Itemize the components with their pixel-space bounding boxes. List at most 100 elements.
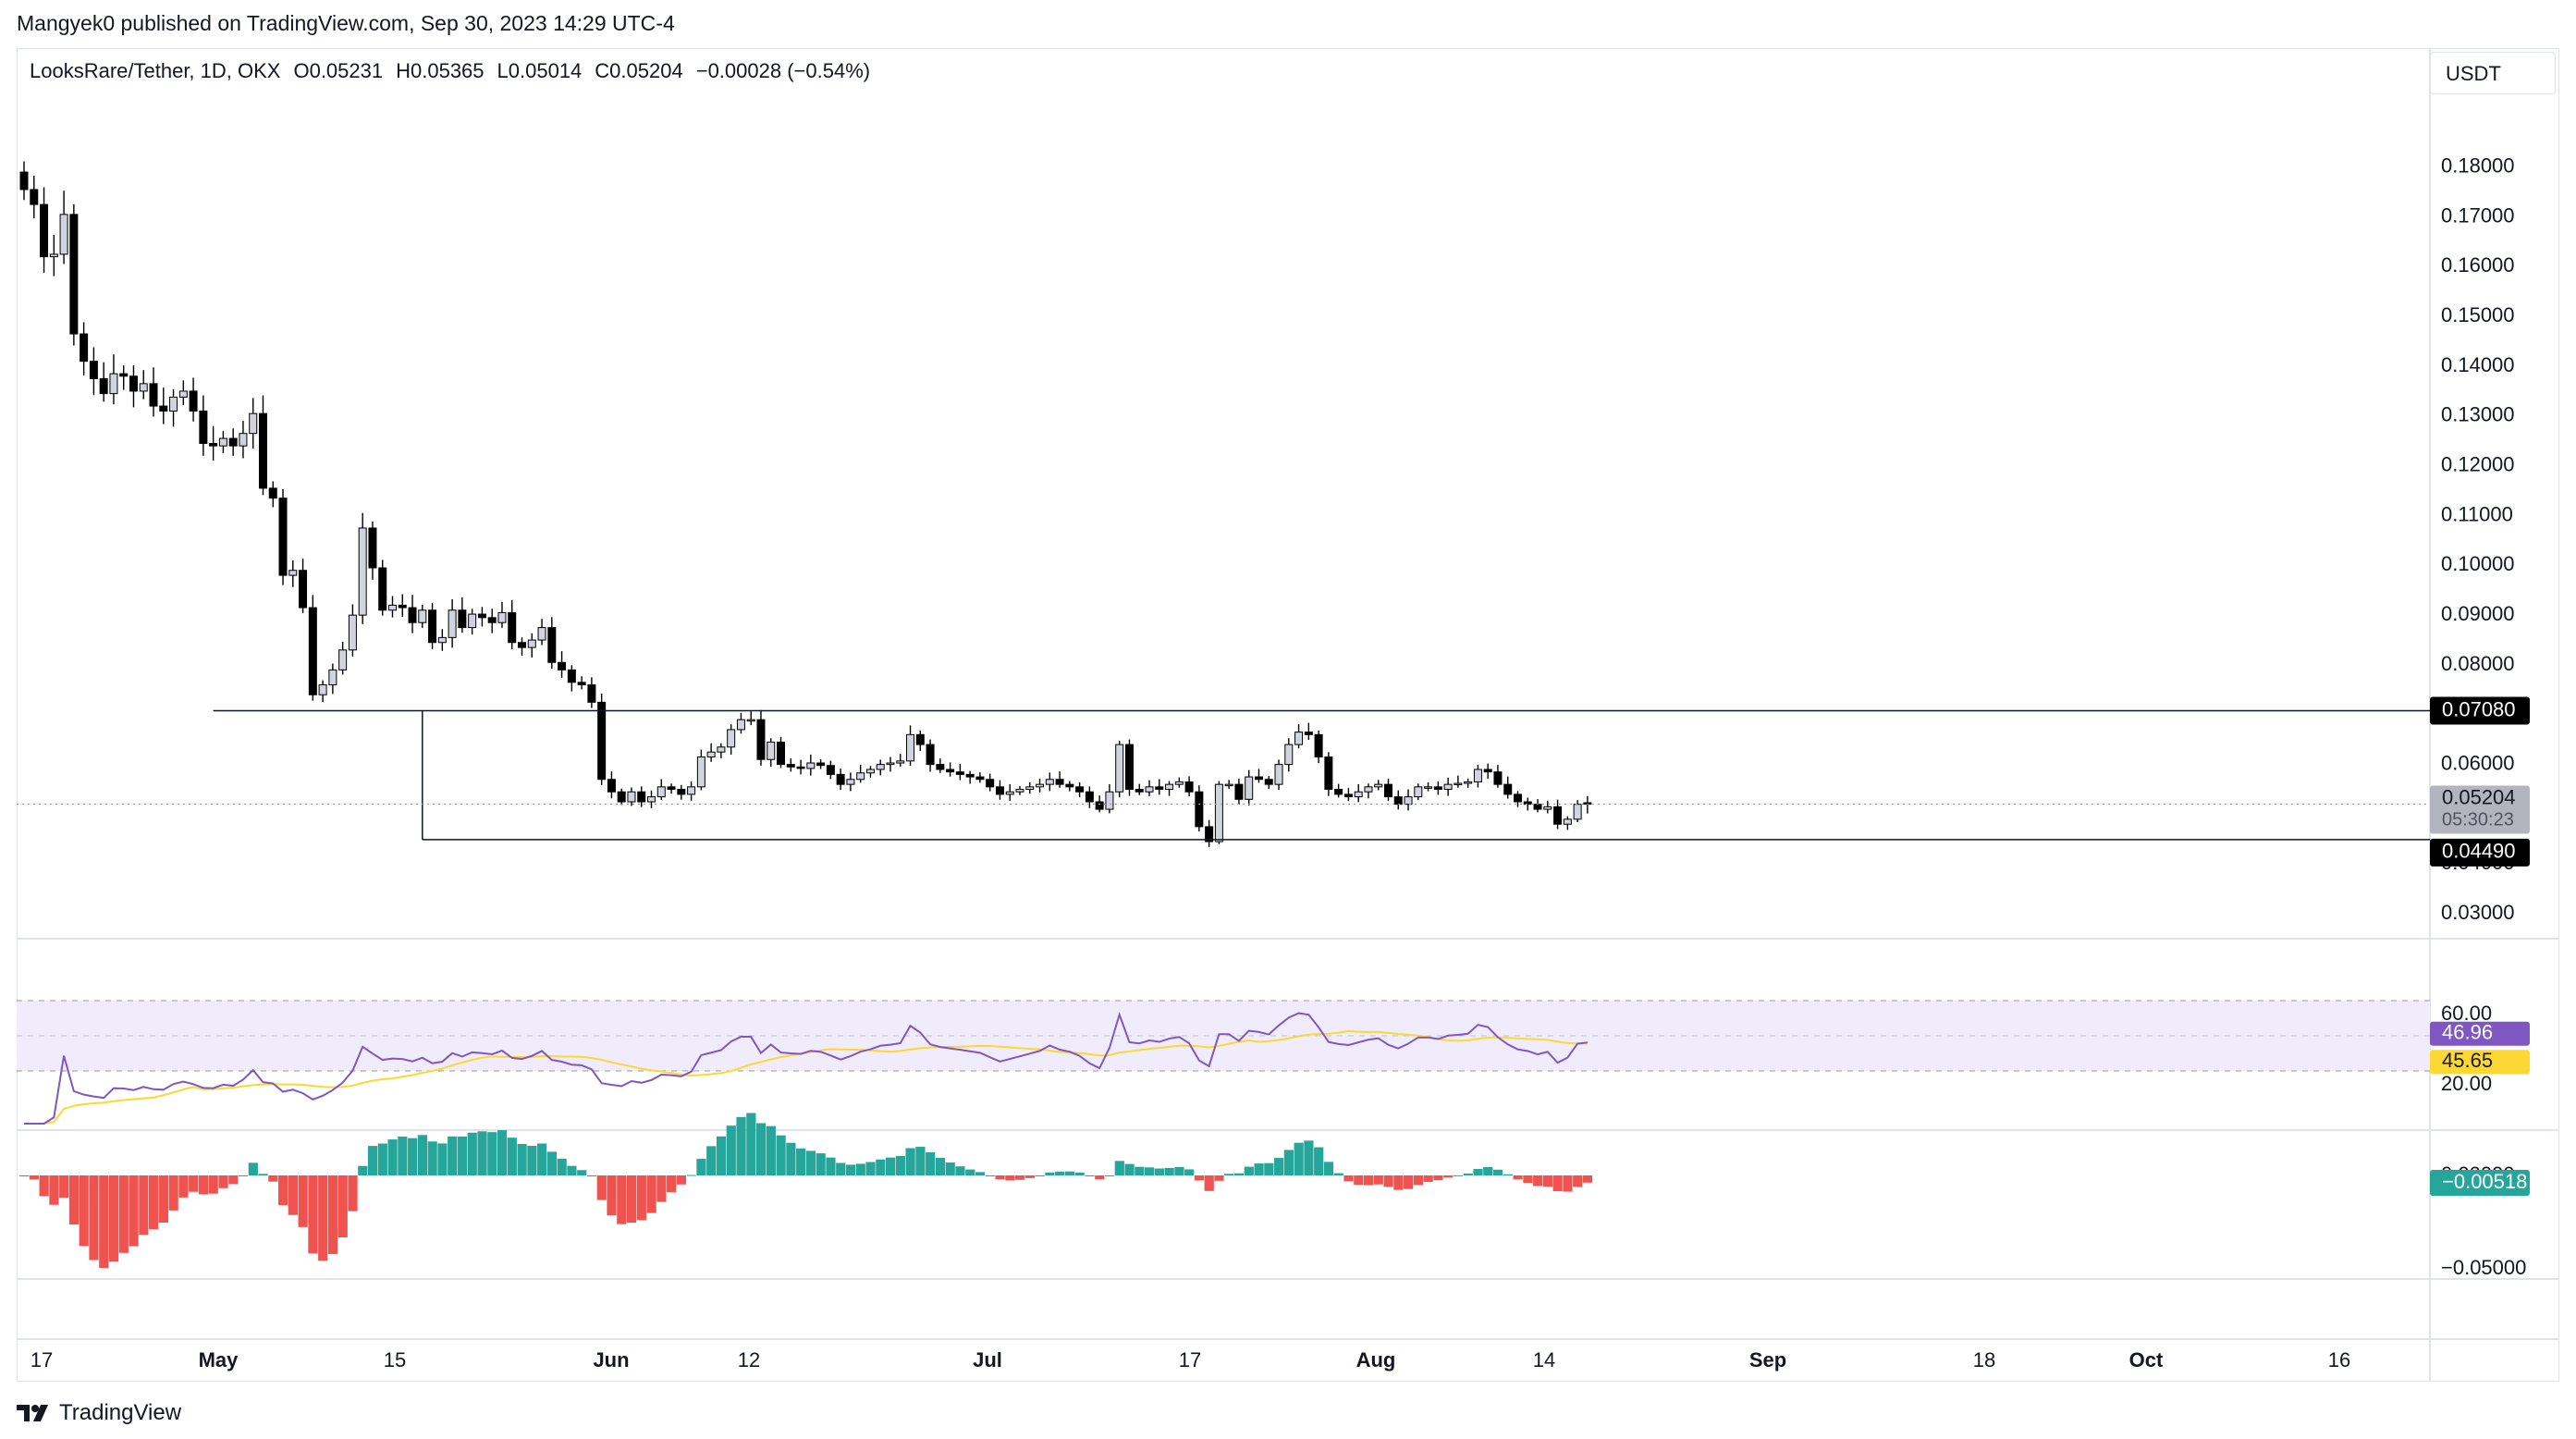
candle-body [368, 527, 377, 569]
candle-body [995, 786, 1004, 795]
macd-histogram-bar [29, 1175, 39, 1180]
macd-histogram-bar [826, 1157, 836, 1175]
candle-body [1553, 806, 1563, 825]
macd-histogram-bar [1184, 1169, 1195, 1175]
candle-body [746, 719, 755, 722]
candle-body [99, 377, 108, 395]
legend-low: L0.05014 [497, 59, 583, 82]
macd-histogram-bar [49, 1175, 59, 1205]
time-axis-label: Sep [1749, 1348, 1786, 1371]
macd-histogram-bar [985, 1175, 995, 1176]
macd-histogram-bar [337, 1175, 348, 1237]
macd-histogram-bar [1463, 1173, 1473, 1175]
macd-histogram-bar [1423, 1175, 1433, 1182]
candle-body [587, 684, 596, 703]
macd-histogram-bar [755, 1123, 767, 1175]
macd-histogram-bar [1214, 1175, 1224, 1181]
candle-body [597, 701, 607, 781]
macd-histogram-bar [39, 1175, 49, 1197]
candle-body [696, 756, 705, 788]
candle-body [547, 627, 557, 663]
macd-histogram-bar [1135, 1166, 1145, 1175]
macd-histogram-bar [1413, 1175, 1423, 1186]
macd-histogram-bar [139, 1175, 149, 1236]
macd-histogram-bar [626, 1175, 637, 1224]
macd-histogram-bar [586, 1175, 597, 1177]
macd-histogram-bar [1582, 1175, 1593, 1183]
candle-body [1364, 786, 1373, 793]
legend-symbol[interactable]: LooksRare/Tether, 1D, OKX [30, 59, 281, 82]
candle-body [1383, 783, 1392, 798]
candle-body [1374, 783, 1383, 788]
rsi-ma-badge-bg [2430, 1050, 2530, 1075]
macd-histogram-bar [387, 1139, 398, 1175]
macd-histogram-bar [1095, 1175, 1105, 1180]
macd-histogram-bar [845, 1164, 856, 1175]
macd-histogram-bar [1224, 1174, 1234, 1175]
candle-body [258, 412, 267, 489]
macd-histogram-bar [1085, 1175, 1095, 1176]
macd-histogram-bar [915, 1147, 926, 1175]
macd-histogram-bar [1254, 1163, 1264, 1175]
candle-body [189, 390, 198, 412]
macd-histogram-bar [557, 1158, 567, 1175]
macd-histogram-bar [567, 1165, 577, 1175]
time-axis-label: Aug [1356, 1348, 1396, 1371]
macd-histogram-bar [975, 1172, 986, 1175]
macd-histogram-bar [457, 1136, 468, 1175]
macd-histogram-bar [487, 1132, 497, 1175]
rsi-ma-badge: 45.65 [2442, 1049, 2493, 1072]
macd-histogram-bar [1244, 1166, 1254, 1175]
macd-histogram-bar [1005, 1175, 1015, 1181]
support-badge-bg [2430, 838, 2530, 867]
macd-histogram-bar [1404, 1175, 1414, 1189]
rsi-tick-label: 20.00 [2441, 1072, 2492, 1095]
price-tick-label: 0.14000 [2441, 353, 2515, 376]
macd-histogram-bar [1563, 1175, 1573, 1192]
candle-body [756, 719, 766, 760]
time-axis-label: 15 [384, 1348, 406, 1371]
candle-body [1005, 791, 1014, 795]
candle-body [816, 762, 826, 767]
macd-histogram-bar [696, 1159, 706, 1175]
macd-histogram-bar [68, 1175, 80, 1225]
macd-histogram-bar [408, 1138, 418, 1175]
macd-histogram-bar [367, 1146, 378, 1175]
macd-histogram-bar [766, 1125, 776, 1175]
price-tick-label: 0.11000 [2441, 502, 2513, 525]
tradingview-logo-icon [17, 1405, 48, 1421]
candle-body [437, 636, 447, 644]
macd-histogram-bar [158, 1175, 168, 1224]
candle-body [1324, 756, 1333, 791]
macd-histogram-bar [1154, 1168, 1164, 1175]
macd-histogram-bar [1354, 1175, 1364, 1186]
candle-body [1184, 781, 1194, 793]
candle-body [518, 642, 526, 648]
candle-body [926, 744, 935, 766]
macd-histogram-bar [118, 1175, 129, 1253]
macd-histogram-bar [1174, 1166, 1184, 1175]
candle-body [736, 719, 745, 731]
candle-body [1304, 732, 1313, 735]
macd-histogram-bar [467, 1132, 477, 1175]
macd-histogram-bar [1274, 1158, 1284, 1175]
currency-unit-button[interactable]: USDT [2430, 52, 2556, 94]
macd-histogram-bar [1453, 1175, 1464, 1176]
macd-histogram-bar [865, 1162, 876, 1175]
macd-histogram-bar [59, 1175, 69, 1198]
macd-histogram-bar [1064, 1171, 1075, 1175]
macd-histogram-bar [885, 1157, 896, 1175]
macd-histogram-bar [189, 1175, 199, 1192]
macd-histogram-bar [935, 1158, 946, 1175]
price-tick-label: 0.12000 [2441, 452, 2515, 475]
candle-body [1464, 781, 1473, 784]
candle-body [1155, 786, 1164, 791]
macd-histogram-bar [108, 1175, 119, 1262]
candle-body [1543, 806, 1552, 810]
macd-histogram-bar [1343, 1175, 1354, 1182]
macd-histogram-bar [1393, 1175, 1404, 1190]
macd-histogram-bar [308, 1175, 318, 1254]
macd-histogram-bar [1473, 1168, 1483, 1175]
time-axis-label: 17 [1179, 1348, 1201, 1371]
